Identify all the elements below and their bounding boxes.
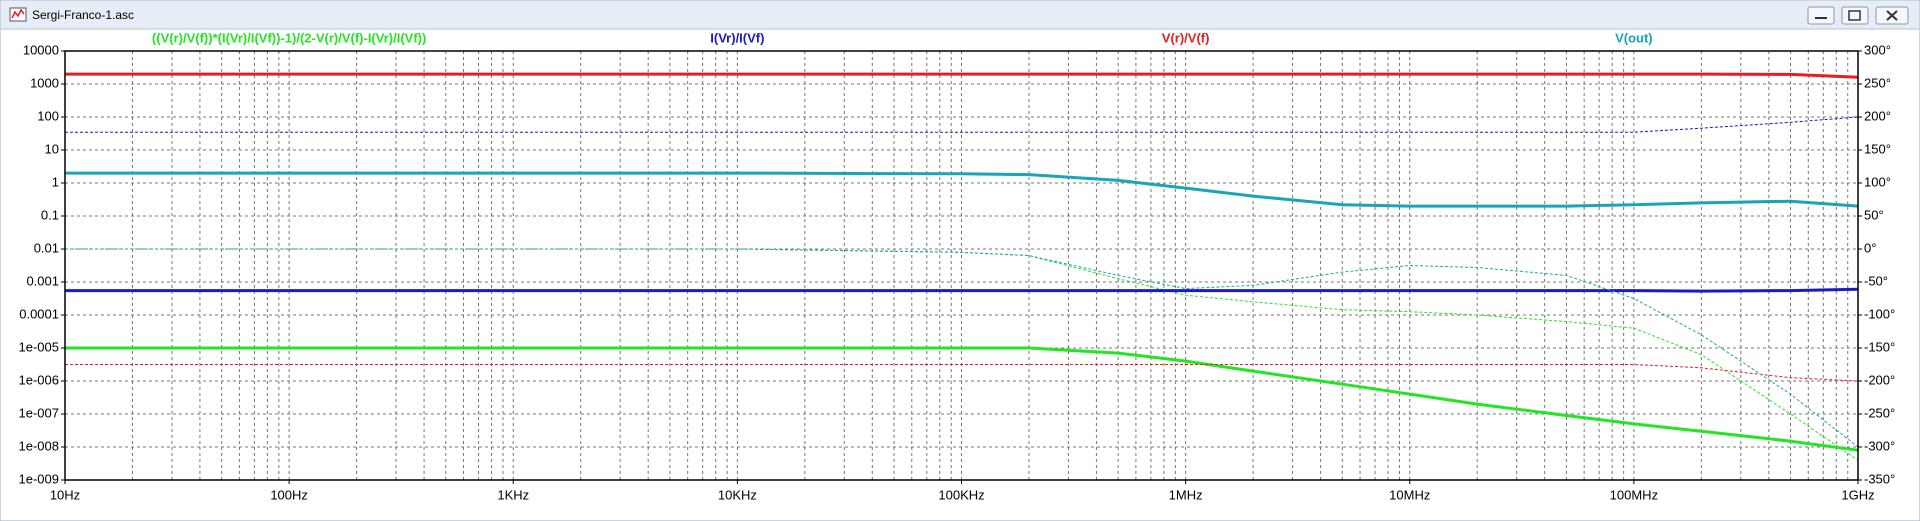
maximize-button[interactable] (1841, 6, 1869, 25)
plot-area (65, 51, 1858, 480)
y2-tick-label: -100° (1864, 306, 1895, 321)
y-tick-label: 1e-008 (19, 438, 59, 453)
phase-line (65, 116, 1859, 133)
y2-tick-label: -50° (1864, 273, 1888, 288)
y2-tick-label: -250° (1864, 405, 1895, 420)
y-tick-label: 1 (52, 174, 59, 189)
close-button[interactable] (1875, 6, 1909, 25)
legend-label: ((V(r)/V(f))*(I(Vr)/I(Vf))-1)/(2-V(r)/V(… (152, 30, 426, 45)
y2-tick-label: 0° (1864, 240, 1876, 255)
magnitude-line (65, 72, 1859, 79)
legend-label: V(r)/V(f) (1162, 30, 1210, 45)
y-tick-label: 0.0001 (19, 306, 59, 321)
x-tick-label: 100MHz (1610, 487, 1658, 502)
y2-tick-label: 50° (1864, 207, 1884, 222)
y2-tick-label: 200° (1864, 108, 1891, 123)
y-tick-label: 0.1 (41, 207, 59, 222)
y2-tick-label: 100° (1864, 174, 1891, 189)
y-tick-label: 1e-005 (19, 339, 59, 354)
y2-tick-label: -350° (1864, 471, 1895, 486)
minimize-button[interactable] (1807, 6, 1835, 25)
x-tick-label: 1MHz (1169, 487, 1203, 502)
y2-tick-label: 250° (1864, 75, 1891, 90)
legend-label: V(out) (1615, 30, 1653, 45)
y-tick-label: 1000 (30, 75, 59, 90)
app-icon (9, 7, 27, 22)
y-tick-label: 10000 (23, 42, 59, 57)
y2-tick-label: -200° (1864, 372, 1895, 387)
y-tick-label: 1e-006 (19, 372, 59, 387)
magnitude-line (65, 346, 1859, 452)
y-tick-label: 0.001 (26, 273, 59, 288)
y2-tick-label: -300° (1864, 438, 1895, 453)
y-tick-label: 100 (37, 108, 59, 123)
window-title: Sergi-Franco-1.asc (32, 8, 134, 22)
x-tick-label: 1KHz (497, 487, 529, 502)
x-tick-label: 100KHz (938, 487, 984, 502)
y-tick-label: 0.01 (34, 240, 59, 255)
plot-border (64, 50, 1859, 481)
x-tick-label: 10Hz (50, 487, 80, 502)
magnitude-line (65, 287, 1859, 293)
phase-line (65, 248, 1859, 448)
y-tick-label: 1e-009 (19, 471, 59, 486)
legend-label: I(Vr)/I(Vf) (710, 30, 764, 45)
x-tick-label: 1GHz (1841, 487, 1874, 502)
y-tick-label: 1e-007 (19, 405, 59, 420)
y2-tick-label: 150° (1864, 141, 1891, 156)
y-tick-label: 10 (45, 141, 59, 156)
title-bar (1, 1, 1919, 29)
x-tick-label: 10KHz (718, 487, 757, 502)
magnitude-line (65, 171, 1859, 208)
y2-tick-label: 300° (1864, 42, 1891, 57)
y2-tick-label: -150° (1864, 339, 1895, 354)
x-tick-label: 10MHz (1389, 487, 1430, 502)
phase-line (65, 364, 1859, 382)
x-tick-label: 100Hz (270, 487, 308, 502)
